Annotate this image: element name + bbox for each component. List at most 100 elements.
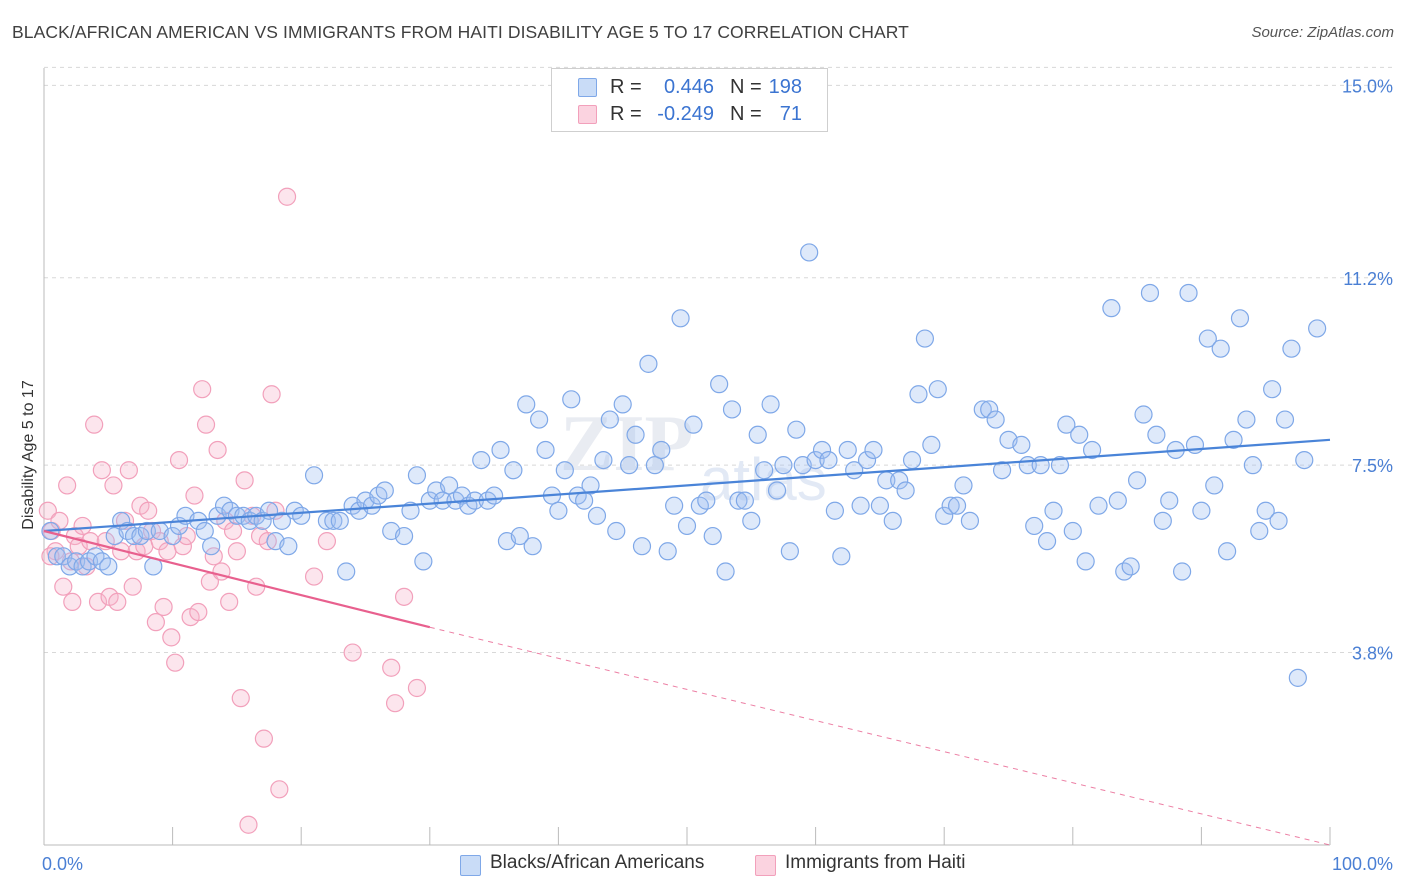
data-point-black [1025, 516, 1044, 536]
data-point-black [928, 380, 947, 399]
data-point-black [896, 481, 915, 500]
data-point-black [1102, 299, 1121, 318]
data-point-haiti [239, 815, 258, 834]
data-point-black [1205, 476, 1224, 495]
data-point-black [1044, 501, 1063, 520]
data-point-haiti [63, 592, 82, 612]
data-point-haiti [123, 577, 142, 596]
data-point-black [195, 521, 214, 541]
data-point-black [163, 526, 182, 546]
data-point-black [1295, 450, 1314, 470]
trend-line-haiti [43, 529, 431, 629]
series-legend: Blacks/African Americans Immigrants from… [0, 850, 1406, 880]
data-point-haiti [119, 461, 138, 480]
data-point-black [279, 537, 298, 556]
data-point-black [1160, 491, 1179, 510]
data-point-haiti [166, 653, 185, 672]
data-point-black [1121, 557, 1140, 576]
data-point-black [780, 542, 799, 561]
legend-label-haiti: Immigrants from Haiti [785, 852, 966, 873]
data-point-black [1082, 440, 1102, 460]
data-point-black [337, 562, 356, 581]
data-point-black [613, 395, 632, 414]
data-point-black [787, 420, 806, 439]
data-point-black [703, 526, 722, 546]
data-point-haiti [69, 537, 88, 556]
data-point-black [935, 506, 954, 525]
grid-lines [44, 66, 1393, 654]
data-point-black [1089, 496, 1108, 515]
data-point-black [819, 450, 838, 470]
data-point-black [665, 496, 684, 515]
data-point-black [722, 400, 742, 419]
data-point-black [755, 461, 774, 480]
data-point-black [1127, 471, 1147, 490]
y-tick-label: 15.0% [1342, 76, 1393, 96]
data-point-haiti [189, 602, 208, 622]
data-point-black [1288, 668, 1307, 687]
data-point-black [838, 440, 857, 460]
data-point-haiti [247, 577, 266, 596]
axes [43, 68, 1331, 846]
legend-n-label: N = [730, 103, 762, 125]
data-point-black [1243, 456, 1262, 475]
data-point-black [973, 400, 992, 419]
data-point-black [549, 501, 568, 520]
legend-label-black: Blacks/African Americans [490, 852, 705, 873]
data-point-black [401, 501, 420, 520]
legend-swatch-black [460, 855, 481, 876]
data-point-black [1134, 405, 1153, 424]
data-point-black [517, 395, 536, 414]
legend-r-value: -0.249 [657, 103, 714, 125]
trend-lines [43, 438, 1331, 846]
data-point-black [1211, 339, 1230, 358]
legend-swatch-haiti [578, 105, 597, 124]
data-point-haiti [385, 694, 405, 713]
data-point-black [1263, 380, 1282, 399]
data-point-black [330, 511, 349, 530]
data-point-haiti [58, 476, 77, 495]
data-point-black [472, 450, 491, 470]
legend-row-haiti: R = -0.249 N = 71 [552, 100, 827, 128]
data-point-black [825, 501, 844, 520]
data-point-black [202, 537, 221, 556]
data-point-black [915, 329, 935, 348]
legend-r-value: 0.446 [663, 76, 714, 98]
data-point-black [620, 456, 639, 475]
data-point-black [716, 562, 735, 581]
data-point-haiti [73, 516, 92, 536]
legend-row-black: R = 0.446 N = 198 [552, 73, 827, 101]
data-point-black [317, 511, 337, 530]
legend-n-value: 71 [779, 103, 802, 125]
y-tick-label: 3.8% [1352, 644, 1393, 664]
data-point-black [1076, 552, 1095, 571]
data-point-black [748, 425, 767, 444]
data-point-black [941, 496, 960, 515]
legend-r-label: R = [610, 103, 642, 125]
data-point-black [710, 375, 729, 394]
data-point-haiti [108, 592, 127, 612]
data-point-black [1057, 415, 1076, 434]
correlation-legend: R = 0.446 N = 198 R = -0.249 N = 71 [551, 68, 828, 132]
data-point-black [272, 511, 292, 530]
data-point-black [1063, 521, 1082, 541]
data-point-black [1308, 319, 1327, 338]
data-point-haiti [258, 532, 277, 551]
data-point-black [1108, 491, 1127, 510]
data-point-haiti [54, 577, 73, 596]
data-point-black [1147, 425, 1166, 444]
data-point-black [1037, 532, 1057, 551]
data-point-black [304, 466, 324, 485]
data-point-black [1256, 501, 1275, 520]
data-point-black [523, 537, 542, 556]
data-point-haiti [223, 521, 243, 541]
data-point-black [851, 496, 870, 515]
data-point-black [812, 440, 832, 460]
data-point-black [890, 471, 909, 490]
data-point-black [645, 456, 664, 475]
data-point-black [562, 390, 581, 409]
data-point-haiti [193, 380, 212, 399]
data-point-black [735, 491, 754, 510]
data-point-black [800, 243, 819, 262]
